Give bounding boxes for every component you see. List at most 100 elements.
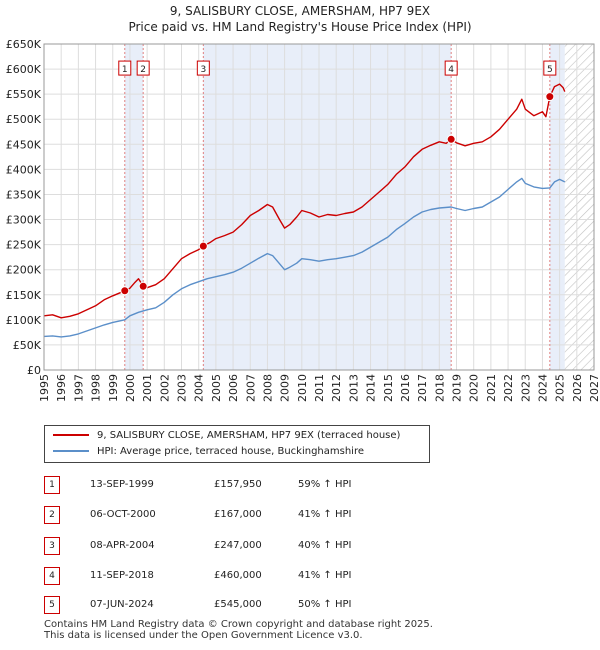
sale-row: 3 08-APR-2004 £247,000 40% ↑ HPI [0,537,600,555]
legend-item-hpi: HPI: Average price, terraced house, Buck… [53,445,364,459]
x-tick-label: 2005 [210,374,223,402]
y-tick-label: £350K [6,188,42,201]
x-tick-label: 2026 [571,374,584,402]
legend-swatch-red [53,434,89,436]
y-tick-label: £100K [6,314,42,327]
sale-label-text: 2 [140,65,146,75]
sale-row: 5 07-JUN-2024 £545,000 50% ↑ HPI [0,596,600,614]
legend-item-property: 9, SALISBURY CLOSE, AMERSHAM, HP7 9EX (t… [53,429,400,443]
x-tick-label: 2001 [141,374,154,402]
legend-swatch-blue [53,450,89,452]
x-tick-label: 2003 [176,374,189,402]
hpi-line [43,177,566,338]
forecast-hatch [564,44,594,370]
sale-row: 1 13-SEP-1999 £157,950 59% ↑ HPI [0,476,600,494]
x-tick-label: 2019 [451,374,464,402]
sale-price: £545,000 [214,599,262,610]
x-tick-label: 2006 [227,374,240,402]
sale-point [545,92,555,102]
sale-number-badge: 4 [44,567,60,585]
chart-subtitle: Price paid vs. HM Land Registry's House … [128,20,472,34]
x-tick-label: 2023 [519,374,532,402]
sale-point [198,241,208,251]
y-tick-label: £200K [6,264,42,277]
y-tick-label: £50K [13,339,42,352]
y-tick-label: £400K [6,163,42,176]
y-tick-label: £150K [6,289,42,302]
x-tick-label: 2014 [365,374,378,402]
sale-price: £247,000 [214,540,262,551]
sale-label-box [196,60,210,76]
x-tick-label: 1996 [55,374,68,402]
sale-hpi-change: 40% ↑ HPI [298,540,352,551]
sale-label-box [543,60,557,76]
y-tick-label: £0 [27,364,41,377]
x-tick-label: 2004 [193,374,206,402]
sale-period-band [124,44,144,370]
x-tick-label: 1995 [38,374,51,402]
sale-label-text: 3 [200,65,206,75]
legend-label-property: 9, SALISBURY CLOSE, AMERSHAM, HP7 9EX (t… [97,430,401,441]
x-tick-label: 2025 [554,374,567,402]
y-tick-label: £300K [6,214,42,227]
sale-date: 07-JUN-2024 [90,599,154,610]
sale-label-box [118,60,132,76]
x-tick-label: 2020 [468,374,481,402]
x-tick-label: 2021 [485,374,498,402]
sale-date: 13-SEP-1999 [90,479,154,490]
y-tick-label: £250K [6,239,42,252]
footer-line-2: This data is licensed under the Open Gov… [44,630,363,641]
sale-point [120,286,130,296]
chart-title: 9, SALISBURY CLOSE, AMERSHAM, HP7 9EX [169,4,431,18]
x-tick-label: 2000 [124,374,137,402]
sale-hpi-change: 59% ↑ HPI [298,479,352,490]
sale-date: 11-SEP-2018 [90,570,154,581]
x-tick-label: 2017 [416,374,429,402]
x-tick-label: 1999 [107,374,120,402]
x-tick-label: 2010 [296,374,309,402]
sale-hpi-change: 41% ↑ HPI [298,570,352,581]
x-tick-label: 2016 [399,374,412,402]
x-tick-label: 2015 [382,374,395,402]
sale-label-text: 4 [448,65,454,75]
x-tick-label: 2011 [313,374,326,402]
x-tick-label: 1998 [90,374,103,402]
x-tick-label: 2009 [279,374,292,402]
x-tick-label: 2018 [433,374,446,402]
sale-number-badge: 3 [44,537,60,555]
x-tick-label: 2007 [244,374,257,402]
x-tick-label: 2024 [536,374,549,402]
legend-label-hpi: HPI: Average price, terraced house, Buck… [97,446,365,457]
plot-border [43,43,595,371]
sale-date: 06-OCT-2000 [90,509,156,520]
footer-line-1: Contains HM Land Registry data © Crown c… [44,619,433,630]
x-tick-label: 2022 [502,374,515,402]
sale-point [138,281,148,291]
sale-period-band [549,44,565,370]
sale-number-badge: 5 [44,596,60,614]
sale-number-badge: 1 [44,476,60,494]
x-tick-label: 2027 [588,374,600,402]
sale-hpi-change: 50% ↑ HPI [298,599,352,610]
x-tick-label: 2012 [330,374,343,402]
x-tick-label: 2002 [158,374,171,402]
y-tick-label: £650K [6,38,42,51]
price-chart: £0 £50K £100K £150K £200K £250K £300K £350K £400… [6,38,600,402]
sale-hpi-change: 41% ↑ HPI [298,509,352,520]
y-tick-label: £600K [6,63,42,76]
sale-label-text: 5 [547,65,553,75]
sale-period-band [203,44,452,370]
sale-label-box [136,60,150,76]
sale-label-box [444,60,458,76]
x-tick-label: 2013 [347,374,360,402]
sale-number-badge: 2 [44,506,60,524]
sale-price: £167,000 [214,509,262,520]
property-price-line [43,83,566,319]
y-tick-label: £500K [6,113,42,126]
y-tick-label: £550K [6,88,42,101]
y-tick-label: £450K [6,138,42,151]
sale-row: 2 06-OCT-2000 £167,000 41% ↑ HPI [0,506,600,524]
sale-price: £460,000 [214,570,262,581]
sale-label-text: 1 [122,65,128,75]
x-tick-label: 1997 [72,374,85,402]
